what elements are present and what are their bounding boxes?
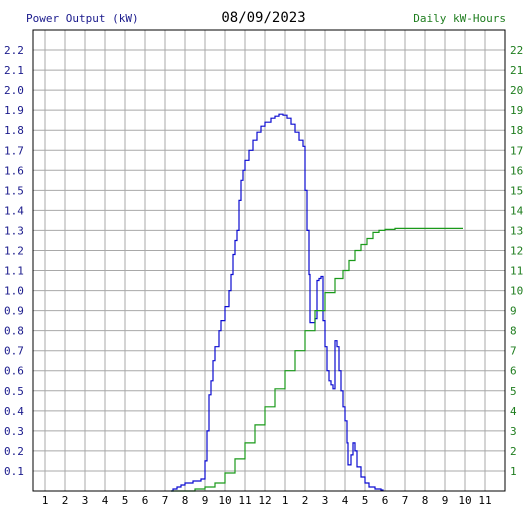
x-tick-label: 1 (42, 494, 49, 507)
right-y-tick-label: 21 (510, 64, 523, 77)
x-tick-label: 5 (122, 494, 129, 507)
power-output-series-line (171, 113, 384, 492)
left-y-tick-label: 1.0 (4, 285, 24, 298)
x-tick-label: 7 (162, 494, 169, 507)
x-tick-label: 12 (258, 494, 271, 507)
x-tick-label: 9 (442, 494, 449, 507)
left-y-tick-label: 1.2 (4, 244, 24, 257)
daily-kwh-series-line (171, 227, 463, 492)
x-tick-label: 10 (218, 494, 231, 507)
x-tick-label: 4 (102, 494, 109, 507)
right-axis-title: Daily kW-Hours (413, 12, 506, 25)
x-tick-label: 8 (422, 494, 429, 507)
x-tick-label: 11 (238, 494, 251, 507)
left-y-tick-label: 0.4 (4, 405, 24, 418)
x-tick-label: 2 (302, 494, 309, 507)
right-y-tick-label: 8 (510, 325, 517, 338)
left-y-tick-label: 2.2 (4, 44, 24, 57)
left-y-tick-label: 1.4 (4, 204, 24, 217)
x-tick-label: 4 (342, 494, 349, 507)
right-y-tick-label: 20 (510, 84, 523, 97)
right-y-tick-label: 13 (510, 224, 523, 237)
grid-lines (33, 30, 505, 491)
x-tick-label: 6 (142, 494, 149, 507)
x-tick-label: 1 (282, 494, 289, 507)
right-y-tick-label: 5 (510, 385, 517, 398)
right-y-tick-label: 19 (510, 104, 523, 117)
right-y-tick-label: 11 (510, 265, 523, 278)
left-y-tick-label: 1.6 (4, 164, 24, 177)
plot-frame (32, 29, 506, 492)
left-y-tick-label: 2.1 (4, 64, 24, 77)
right-y-tick-label: 1 (510, 465, 517, 478)
right-y-tick-label: 16 (510, 164, 523, 177)
right-y-tick-label: 7 (510, 345, 517, 358)
left-y-tick-label: 1.7 (4, 144, 24, 157)
x-tick-label: 9 (202, 494, 209, 507)
right-y-tick-label: 9 (510, 305, 517, 318)
left-y-tick-label: 1.1 (4, 265, 24, 278)
right-y-tick-label: 17 (510, 144, 523, 157)
left-y-tick-label: 0.3 (4, 425, 24, 438)
right-y-tick-label: 2 (510, 445, 517, 458)
x-tick-label: 7 (402, 494, 409, 507)
x-tick-label: 6 (382, 494, 389, 507)
right-y-tick-label: 12 (510, 244, 523, 257)
left-y-tick-label: 1.5 (4, 184, 24, 197)
left-y-tick-label: 1.9 (4, 104, 24, 117)
left-y-tick-label: 0.9 (4, 305, 24, 318)
x-tick-label: 5 (362, 494, 369, 507)
left-y-tick-label: 0.8 (4, 325, 24, 338)
left-y-tick-label: 1.3 (4, 224, 24, 237)
series-lines (171, 113, 463, 492)
chart-date-title: 08/09/2023 (221, 10, 306, 26)
x-tick-label: 2 (62, 494, 69, 507)
right-y-tick-label: 6 (510, 365, 517, 378)
left-y-tick-label: 0.5 (4, 385, 24, 398)
left-y-tick-label: 0.6 (4, 365, 24, 378)
left-axis-title: Power Output (kW) (26, 12, 139, 25)
x-tick-label: 3 (322, 494, 329, 507)
x-tick-label: 11 (478, 494, 491, 507)
right-y-tick-label: 15 (510, 184, 523, 197)
left-y-tick-label: 0.2 (4, 445, 24, 458)
left-y-tick-label: 0.1 (4, 465, 24, 478)
left-y-tick-label: 2.0 (4, 84, 24, 97)
left-y-tick-label: 0.7 (4, 345, 24, 358)
right-y-tick-label: 3 (510, 425, 517, 438)
right-y-tick-label: 14 (510, 204, 524, 217)
right-y-tick-label: 18 (510, 124, 523, 137)
axis-ticks: 1 2 3 4 5 6 7 8 9 10 11 12 1 2 3 4 5 6 7 8 9 10 110.10.20.30.4… (4, 44, 524, 507)
x-tick-label: 10 (458, 494, 471, 507)
right-y-tick-label: 4 (510, 405, 517, 418)
right-y-tick-label: 22 (510, 44, 523, 57)
left-y-tick-label: 1.8 (4, 124, 24, 137)
x-tick-label: 3 (82, 494, 89, 507)
right-y-tick-label: 10 (510, 285, 523, 298)
x-tick-label: 8 (182, 494, 189, 507)
